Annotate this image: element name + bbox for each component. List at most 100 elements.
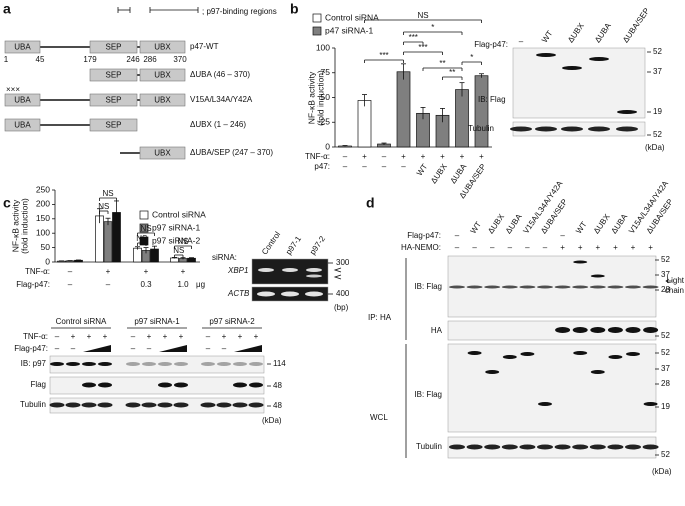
row-value: +: [460, 152, 465, 161]
row-value: 1.0: [177, 280, 189, 289]
row-value: +: [238, 332, 243, 341]
domain-box: [89, 40, 138, 54]
band: [536, 53, 556, 57]
blot: [447, 320, 657, 341]
domain-box: [139, 146, 186, 160]
domain-label: UBA: [14, 96, 31, 105]
row-value: –: [147, 344, 152, 353]
bar: [455, 89, 469, 148]
band: [201, 362, 215, 366]
band: [589, 285, 606, 289]
legend-label: Control siRNA: [325, 12, 379, 22]
band: [466, 444, 483, 450]
construct-label: ΔUBA (46 – 370): [190, 70, 250, 79]
lane-label: ΔUBA/SEP: [621, 6, 651, 44]
marker-label: 52: [661, 331, 670, 340]
bar: [170, 257, 179, 263]
residue-number: 370: [173, 55, 187, 64]
blot-label: Tubulin: [416, 442, 442, 451]
lane-label: ΔUBX: [486, 212, 506, 236]
row-value: +: [362, 152, 367, 161]
row-value: +: [103, 332, 108, 341]
domain-label: UBA: [14, 43, 31, 52]
domain-label: SEP: [105, 121, 121, 130]
bar: [103, 221, 113, 263]
band: [562, 66, 582, 70]
panel-label: d: [366, 195, 375, 211]
row-value: –: [55, 344, 60, 353]
wedge: [83, 345, 111, 352]
light-chain-label: chain: [665, 286, 684, 295]
row-label: HA-NEMO:: [401, 243, 441, 252]
band: [573, 351, 588, 355]
row-unit: μg: [196, 280, 205, 289]
sig-label: NS: [417, 11, 428, 20]
band: [590, 274, 605, 278]
row-value: –: [508, 243, 513, 252]
row-value: –: [382, 152, 387, 161]
marker-label: 37: [661, 364, 670, 373]
band: [98, 382, 112, 388]
marker-label: 48: [273, 401, 282, 410]
band: [82, 362, 96, 366]
row-value: WT: [415, 162, 430, 177]
row-value: –: [68, 280, 73, 289]
row-value: –: [71, 344, 76, 353]
legend-swatch: [312, 13, 322, 23]
row-value: +: [106, 267, 111, 276]
blot-label: Flag: [30, 380, 46, 389]
y-tick-label: 200: [36, 199, 50, 209]
row-value: –: [222, 344, 227, 353]
row-value: +: [631, 243, 636, 252]
y-axis-label: (fold induction): [19, 198, 29, 254]
band: [607, 444, 624, 450]
marker-label: 19: [661, 402, 670, 411]
row-value: +: [479, 152, 484, 161]
y-tick-label: 250: [36, 184, 50, 194]
y-tick-label: 100: [36, 227, 50, 237]
band: [174, 362, 188, 366]
y-axis-label: NF-κB activity: [10, 199, 20, 252]
y-tick-label: 0: [325, 141, 330, 151]
band: [555, 327, 571, 333]
domain-label: SEP: [105, 43, 121, 52]
legend-swatch: [139, 236, 149, 246]
band: [607, 285, 624, 289]
row-value: +: [440, 152, 445, 161]
row-value: –: [401, 162, 406, 171]
band: [642, 444, 659, 450]
row-value: +: [560, 243, 565, 252]
y-tick-label: 50: [321, 92, 331, 102]
band: [519, 444, 536, 450]
lane-label: WT: [540, 29, 555, 44]
row-label: TNF-α:: [23, 332, 48, 341]
sig-label: NS: [98, 202, 109, 211]
band: [572, 444, 589, 450]
band: [617, 110, 637, 114]
sig-label: NS: [102, 189, 113, 198]
blot-label: IB: p97: [21, 359, 47, 368]
domain-label: SEP: [105, 96, 121, 105]
band: [125, 402, 141, 408]
row-value: –: [68, 267, 73, 276]
bar: [474, 75, 489, 148]
domain-label: SEP: [105, 71, 121, 80]
construct-label: ΔUBA/SEP (247 – 370): [190, 148, 273, 157]
y-tick-label: 75: [321, 67, 331, 77]
band: [590, 327, 606, 333]
band: [449, 285, 465, 289]
arrow: [665, 278, 672, 284]
band: [589, 444, 606, 450]
legend-swatch: [139, 223, 149, 233]
band: [590, 370, 605, 374]
row-value: ΔUBX: [429, 162, 449, 186]
band: [98, 362, 112, 366]
band: [217, 362, 231, 366]
band: [82, 382, 96, 388]
blot: [512, 47, 646, 119]
row-value: –: [343, 162, 348, 171]
domain-label: UBX: [154, 96, 171, 105]
group-label: Control siRNA: [56, 317, 107, 326]
band: [281, 291, 299, 297]
